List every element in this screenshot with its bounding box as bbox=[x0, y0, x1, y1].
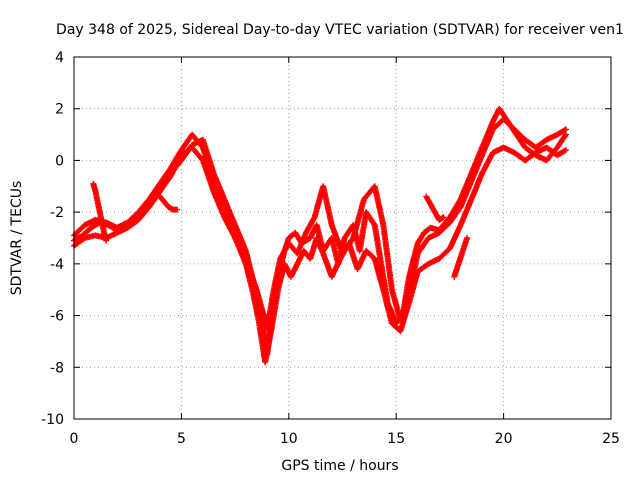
chart-title: Day 348 of 2025, Sidereal Day-to-day VTE… bbox=[56, 22, 624, 38]
plot-area bbox=[71, 105, 569, 366]
y-tick-label: 2 bbox=[55, 102, 64, 118]
points-blip-3 bbox=[423, 193, 447, 223]
y-axis-label: SDTVAR / TECUs bbox=[9, 181, 25, 296]
points-blip-2 bbox=[156, 193, 181, 213]
x-tick-label: 0 bbox=[70, 431, 79, 447]
x-tick-label: 10 bbox=[280, 431, 298, 447]
y-tick-label: -2 bbox=[50, 205, 64, 221]
x-tick-label: 5 bbox=[177, 431, 186, 447]
series-track-1 bbox=[71, 105, 569, 358]
x-tick-label: 25 bbox=[602, 431, 620, 447]
y-tick-label: 4 bbox=[55, 50, 64, 66]
y-tick-label: -10 bbox=[41, 412, 64, 428]
points-blip-4 bbox=[451, 235, 471, 280]
y-tick-label: -8 bbox=[50, 360, 64, 376]
x-axis-label: GPS time / hours bbox=[281, 458, 398, 474]
plot-frame bbox=[73, 56, 612, 420]
points-blip-1 bbox=[90, 180, 110, 244]
x-tick-label: 20 bbox=[495, 431, 513, 447]
series-track-3 bbox=[71, 116, 569, 332]
y-tick-label: -4 bbox=[50, 257, 64, 273]
ticks: 0 5 10 15 20 25 -10 -8 -6 -4 -2 0 2 4 bbox=[41, 50, 620, 447]
y-tick-label: 0 bbox=[55, 153, 64, 169]
series-track-2 bbox=[71, 144, 569, 366]
x-tick-label: 15 bbox=[387, 431, 405, 447]
y-tick-label: -6 bbox=[50, 309, 64, 325]
